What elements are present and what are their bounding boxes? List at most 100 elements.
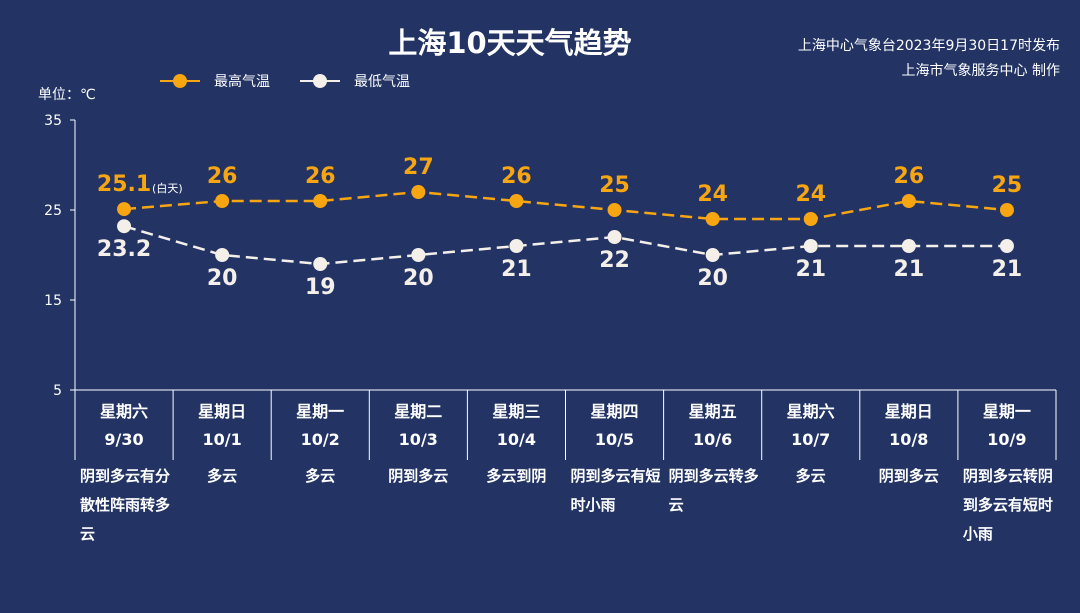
high-temp-point [215,194,230,208]
high-temp-label: 24 [795,182,826,207]
weather-description: 多云 [305,467,336,485]
legend: 最高气温 最低气温 [160,70,440,92]
weather-description: 阴到多云转阴到多云有短时小雨 [962,467,1053,543]
high-temp-label: 26 [501,164,532,189]
low-temp-label: 21 [501,257,532,282]
low-temp-point [999,239,1014,253]
low-temp-point [705,248,720,262]
weekday-label: 星期一 [296,402,345,421]
high-temp-label: 25.1 [97,172,151,197]
weekday-label: 星期五 [688,402,737,421]
issuer-info: 上海中心气象台2023年9月30日17时发布 上海市气象服务中心 制作 [798,34,1060,84]
issuer-line-2: 上海市气象服务中心 制作 [901,63,1060,79]
day-label: 星期四 10/5 [566,398,664,454]
date-label: 10/3 [398,430,438,449]
weather-description: 多云 [795,467,826,485]
high-temp-point [705,212,720,226]
high-temp-point [313,194,328,208]
weather-description: 阴到多云有短时小雨 [570,467,661,514]
high-temp-point [117,202,132,217]
low-temp-point [509,239,524,253]
day-label: 星期六 10/7 [762,398,860,454]
low-temp-label: 20 [697,266,728,291]
high-temp-point [607,203,622,217]
day-label: 星期一 10/9 [958,398,1056,454]
weekday-label: 星期日 [198,402,247,421]
high-temp-label: 26 [894,164,925,189]
date-label: 9/30 [104,430,144,449]
legend-label-high: 最高气温 [214,74,270,90]
low-temp-label: 21 [992,257,1023,282]
high-temp-label: 26 [305,164,336,189]
high-temp-point [411,185,426,199]
date-label: 10/5 [594,430,635,449]
low-temp-label: 20 [207,266,238,291]
weather-description: 多云到阴 [486,467,547,485]
low-temp-point [411,248,426,262]
legend-swatch-low [300,74,340,88]
high-temp-point [901,194,916,208]
weekday-label: 星期日 [884,402,933,421]
y-axis-unit: 单位：℃ [38,87,96,103]
low-temp-point [803,239,818,253]
legend-item-high: 最高气温 [160,71,270,91]
weather-description: 阴到多云 [878,467,939,485]
date-label: 10/1 [202,430,242,449]
high-temp-label: 26 [207,164,238,189]
legend-item-low: 最低气温 [300,71,410,91]
date-label: 10/6 [692,430,733,449]
y-tick-label: 5 [53,383,62,399]
low-temp-line [123,225,1007,266]
weekday-label: 星期三 [492,402,541,421]
weekday-label: 星期六 [786,402,835,421]
issuer-line-1: 上海中心气象台2023年9月30日17时发布 [797,38,1060,54]
weather-description: 多云 [207,467,238,485]
day-label: 星期二 10/3 [369,398,467,454]
low-temp-label: 23.2 [97,237,151,262]
low-temp-point [117,219,132,234]
low-temp-point [607,230,622,244]
high-temp-label: 27 [403,155,434,180]
date-label: 10/8 [889,430,929,449]
date-label: 10/4 [496,430,537,449]
high-temp-label: 25 [599,173,630,198]
low-temp-point [901,239,916,253]
day-label: 星期一 10/2 [271,398,369,454]
y-tick-label: 25 [44,203,62,219]
weekday-label: 星期六 [99,402,148,421]
date-label: 10/2 [300,430,340,449]
high-temp-label: 24 [697,182,728,207]
low-temp-label: 19 [305,275,336,300]
day-label: 星期日 10/1 [173,398,271,454]
weekday-label: 星期二 [394,402,443,421]
high-temp-label: 25 [992,173,1023,198]
y-tick-label: 15 [44,293,62,309]
weekday-label: 星期四 [590,402,639,421]
day-label: 星期六 9/30 [75,398,173,454]
chart-title: 上海10天天气趋势 [388,26,632,60]
weather-description: 阴到多云 [388,467,449,485]
low-temp-point [313,257,328,271]
weather-description: 阴到多云转多云 [668,467,759,514]
legend-dot-high [173,74,187,88]
low-temp-label: 21 [795,257,826,282]
day-label: 星期三 10/4 [467,398,565,454]
weekday-label: 星期一 [982,402,1031,421]
date-label: 10/7 [791,430,831,449]
y-tick-label: 35 [44,113,62,129]
day-label: 星期五 10/6 [664,398,762,454]
high-temp-point [509,194,524,208]
high-temp-point [803,212,818,226]
high-temp-annotation: (白天) [152,181,183,195]
low-temp-label: 21 [894,257,925,282]
low-temp-label: 20 [403,266,434,291]
legend-swatch-high [160,74,200,88]
day-label: 星期日 10/8 [860,398,958,454]
low-temp-point [215,248,230,262]
high-temp-line [123,190,1008,221]
low-temp-label: 22 [599,248,630,273]
weather-description: 阴到多云有分散性阵雨转多云 [80,467,171,543]
legend-label-low: 最低气温 [354,74,410,90]
high-temp-point [999,203,1014,217]
